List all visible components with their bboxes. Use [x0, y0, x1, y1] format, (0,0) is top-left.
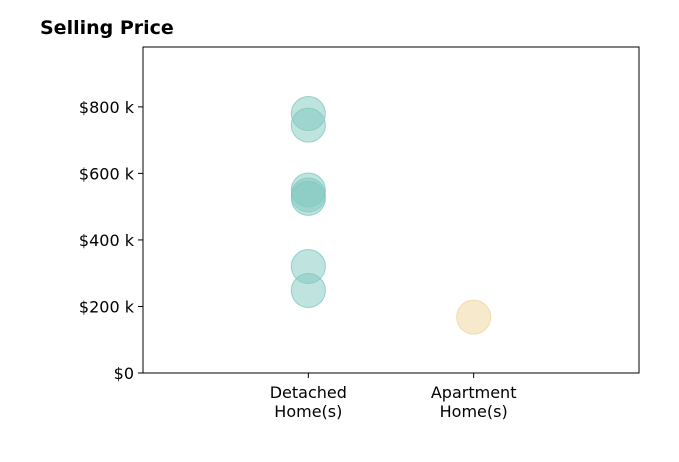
y-tick-label: $200 k	[79, 297, 135, 316]
x-tick-label-line: Detached	[270, 383, 347, 402]
x-tick-label-line: Apartment	[431, 383, 517, 402]
data-points	[290, 96, 492, 335]
x-axis: Detached Home(s)Apartment Home(s)	[270, 373, 517, 421]
y-tick-label: $0	[114, 364, 134, 383]
x-tick-label-line: Home(s)	[440, 402, 508, 421]
data-point	[290, 273, 326, 309]
y-tick-label: $400 k	[79, 231, 135, 250]
x-tick-label: Apartment Home(s)	[431, 383, 517, 421]
data-point	[456, 299, 492, 335]
x-tick-label-line: Home(s)	[274, 402, 342, 421]
y-tick-label: $800 k	[79, 98, 135, 117]
data-point	[290, 180, 326, 216]
data-point	[290, 107, 326, 143]
y-tick-label: $600 k	[79, 164, 135, 183]
y-axis: $0 $200 k $400 k $600 k $800 k	[79, 98, 143, 383]
chart-title: Selling Price	[40, 17, 174, 39]
x-tick-label: Detached Home(s)	[270, 383, 347, 421]
plot-frame	[142, 46, 640, 374]
